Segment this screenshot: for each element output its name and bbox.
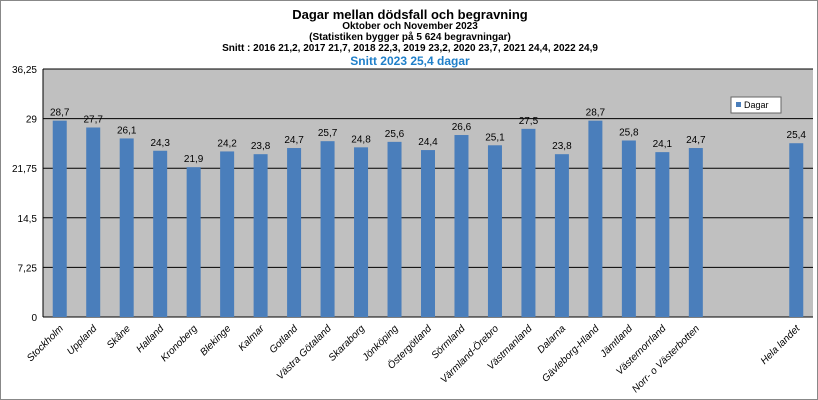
bar xyxy=(186,167,201,317)
chart-subtitle: Oktober och November 2023 xyxy=(342,21,478,32)
data-label: 24,7 xyxy=(284,135,304,146)
x-tick-label: Hela landet xyxy=(759,322,803,366)
legend-swatch xyxy=(736,102,741,107)
data-label: 25,6 xyxy=(385,129,405,140)
x-tick-label: Värmland-Örebro xyxy=(438,322,501,385)
bar xyxy=(86,127,101,317)
bar xyxy=(789,143,804,317)
bar xyxy=(588,120,603,318)
data-label: 25,7 xyxy=(318,128,338,139)
x-tick-label: Norr- o Västerbotten xyxy=(630,323,702,395)
legend-label: Dagar xyxy=(744,100,769,110)
bar xyxy=(554,154,569,317)
x-tick-label: Kronoberg xyxy=(159,323,200,364)
bar xyxy=(287,148,302,317)
data-label: 24,3 xyxy=(150,138,170,149)
x-tick-label: Blekinge xyxy=(198,323,233,358)
bar xyxy=(387,141,402,317)
bar xyxy=(688,148,703,317)
bar xyxy=(487,145,502,317)
x-tick-label: Halland xyxy=(135,323,167,355)
y-tick-label: 21,75 xyxy=(12,164,37,175)
chart-subtitle: (Statistiken bygger på 5 624 begravninga… xyxy=(309,32,511,43)
data-label: 26,6 xyxy=(452,122,472,133)
bar xyxy=(454,135,469,317)
x-tick-label: Stockholm xyxy=(25,323,66,364)
bar xyxy=(521,128,536,317)
data-label: 23,8 xyxy=(251,141,271,152)
data-label: 24,7 xyxy=(686,135,706,146)
x-tick-label: Skåne xyxy=(104,322,133,351)
data-label: 28,7 xyxy=(50,108,70,119)
chart-title: Dagar mellan dödsfall och begravning xyxy=(292,7,528,22)
data-label: 25,4 xyxy=(787,130,807,141)
x-tick-label: Gotland xyxy=(268,323,301,356)
bar xyxy=(320,141,335,317)
data-label: 21,9 xyxy=(184,154,204,165)
bar xyxy=(621,140,636,317)
chart-highlight: Snitt 2023 25,4 dagar xyxy=(350,54,470,68)
data-label: 24,1 xyxy=(653,139,673,150)
data-label: 25,8 xyxy=(619,127,639,138)
bar xyxy=(655,152,670,317)
data-label: 24,2 xyxy=(217,138,237,149)
x-tick-label: Uppland xyxy=(65,323,99,357)
legend xyxy=(730,96,782,114)
y-tick-label: 14,5 xyxy=(18,214,38,225)
y-tick-label: 0 xyxy=(31,313,37,324)
data-label: 27,5 xyxy=(519,116,539,127)
chart-subtitle: Snitt : 2016 21,2, 2017 21,7, 2018 22,3,… xyxy=(222,43,598,54)
data-label: 28,7 xyxy=(586,108,606,119)
x-tick-label: Gävleborg-Hland xyxy=(540,323,602,385)
data-label: 24,4 xyxy=(418,137,438,148)
y-tick-label: 7,25 xyxy=(18,263,38,274)
bar xyxy=(220,151,235,317)
y-tick-label: 29 xyxy=(26,115,38,126)
bar xyxy=(52,120,67,318)
data-label: 25,1 xyxy=(485,132,505,143)
bar xyxy=(421,150,435,317)
data-label: 26,1 xyxy=(117,125,137,136)
x-tick-label: Dalarna xyxy=(535,323,568,356)
y-tick-label: 36,25 xyxy=(12,65,37,76)
data-label: 24,8 xyxy=(351,134,371,145)
x-tick-label: Kalmar xyxy=(237,323,268,354)
bar xyxy=(153,150,168,317)
bar xyxy=(354,147,369,317)
data-label: 27,7 xyxy=(83,114,103,125)
bar xyxy=(119,138,134,317)
data-label: 23,8 xyxy=(552,141,572,152)
bar xyxy=(253,154,268,317)
